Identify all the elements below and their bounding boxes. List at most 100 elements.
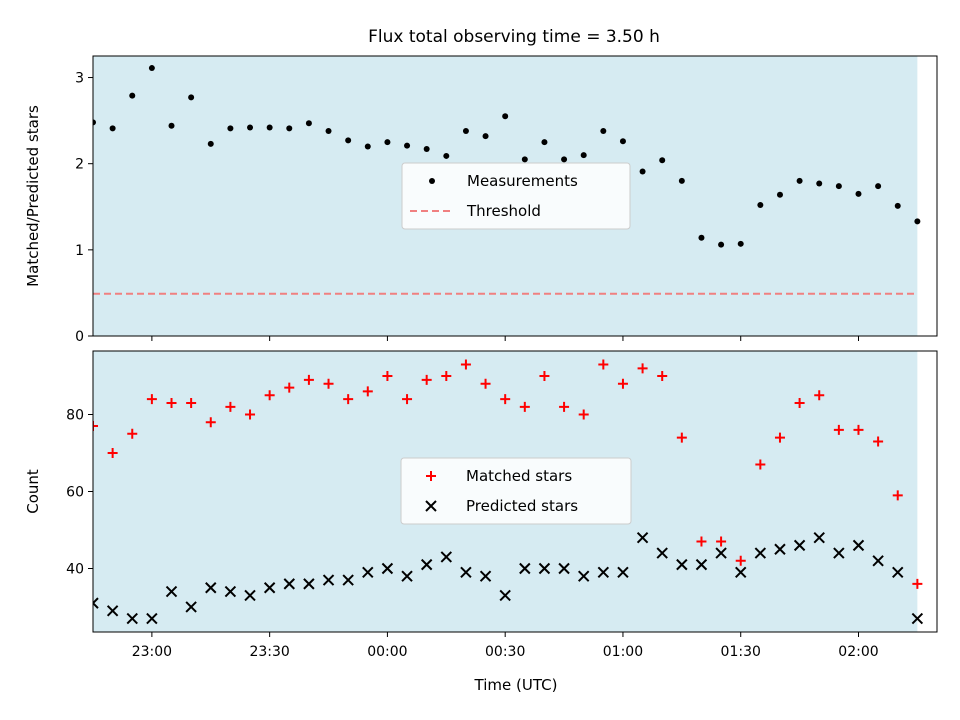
predicted-star-point — [205, 582, 217, 594]
measurement-point — [875, 183, 882, 190]
measurement-point — [482, 133, 489, 140]
x-axis-label: Time (UTC) — [474, 676, 558, 694]
matched-star-point — [657, 371, 668, 382]
legend-swatch-predicted — [425, 500, 437, 512]
matched-star-point — [166, 397, 177, 408]
matched-star-point — [284, 382, 295, 393]
predicted-star-point — [185, 601, 197, 613]
measurement-point — [207, 140, 214, 147]
predicted-star-point — [362, 566, 374, 579]
matched-star-point — [853, 424, 864, 435]
measurement-point — [227, 125, 234, 132]
x-tick-label: 00:30 — [485, 644, 525, 660]
predicted-star-point — [165, 585, 178, 598]
measurement-point — [384, 139, 391, 146]
predicted-star-point — [224, 585, 237, 598]
measurement-point — [93, 119, 96, 126]
predicted-star-point — [617, 566, 629, 579]
predicted-star-point — [676, 558, 688, 571]
measurement-point — [894, 202, 901, 209]
matched-star-point — [107, 448, 118, 459]
predicted-star-point — [263, 582, 276, 594]
legend-label: Predicted stars — [466, 497, 578, 515]
legend-label: Matched stars — [466, 467, 572, 485]
matched-star-point — [146, 394, 157, 405]
predicted-star-point — [519, 562, 531, 575]
predicted-star-point — [303, 578, 315, 590]
predicted-star-point — [774, 543, 786, 555]
matched-star-point — [303, 374, 314, 385]
matched-star-point — [323, 378, 334, 389]
predicted-star-point — [322, 574, 335, 586]
matched-star-point — [460, 359, 471, 370]
matched-star-point — [833, 424, 844, 435]
measurement-point — [404, 142, 411, 149]
y-axis-label: Count — [24, 469, 42, 514]
predicted-star-point — [597, 566, 610, 579]
measurement-point — [129, 92, 136, 99]
y-tick-label: 40 — [66, 561, 84, 577]
predicted-star-point — [342, 574, 354, 586]
measurement-point — [286, 125, 293, 132]
predicted-star-point — [872, 555, 884, 567]
predicted-star-point — [499, 589, 511, 602]
predicted-star-point — [460, 566, 472, 579]
x-tick-label: 01:30 — [721, 644, 761, 660]
predicted-star-point — [735, 566, 747, 579]
predicted-star-point — [420, 558, 433, 571]
predicted-star-point — [892, 566, 904, 579]
predicted-star-point — [793, 539, 806, 552]
measurement-point — [855, 190, 862, 197]
matched-star-point — [402, 394, 413, 405]
measurement-point — [639, 168, 646, 175]
predicted-star-point — [715, 547, 727, 559]
measurement-point — [188, 94, 195, 101]
y-tick-label: 60 — [66, 485, 84, 501]
measurement-point — [561, 156, 568, 163]
measurement-point — [737, 240, 744, 247]
predicted-star-point — [440, 551, 453, 563]
matched-star-point — [519, 401, 530, 412]
measurement-point — [462, 127, 469, 134]
legend: Matched stars Predicted stars — [400, 457, 632, 525]
measurement-point — [776, 191, 783, 198]
predicted-star-point — [283, 578, 295, 590]
predicted-star-point — [244, 589, 256, 602]
measurement-point — [698, 234, 705, 241]
predicted-star-point — [636, 531, 649, 544]
y-tick-label: 80 — [66, 408, 84, 424]
matched-star-point — [578, 409, 589, 420]
predicted-star-point — [558, 562, 570, 575]
measurement-point — [305, 120, 312, 127]
matched-star-point — [500, 394, 511, 405]
axes-frame — [92, 55, 938, 337]
matched-star-point — [755, 459, 766, 470]
y-tick-label: 0 — [75, 329, 84, 345]
legend-swatch-measurements — [429, 178, 435, 184]
matched-star-point — [382, 371, 393, 382]
matched-star-point — [559, 401, 570, 412]
legend-label: Threshold — [466, 202, 541, 220]
measurement-point — [148, 65, 155, 72]
measurement-point — [266, 124, 273, 131]
y-tick-label: 2 — [75, 157, 84, 173]
x-tick-label: 23:00 — [132, 644, 172, 660]
predicted-star-point — [93, 597, 99, 609]
matched-star-point — [362, 386, 373, 397]
legend-box — [400, 457, 632, 525]
measurement-point — [521, 156, 528, 163]
predicted-star-point — [401, 570, 413, 582]
chart-title: Flux total observing time = 3.50 h — [368, 27, 660, 47]
predicted-star-point — [852, 539, 865, 552]
measurement-point — [443, 152, 450, 159]
measurement-point — [502, 113, 509, 120]
matched-star-point — [814, 390, 825, 401]
matched-star-point — [186, 397, 197, 408]
measurement-point — [580, 152, 587, 159]
matched-star-point — [480, 378, 491, 389]
measurement-point — [423, 146, 430, 153]
measurement-point — [757, 202, 764, 209]
matched-star-point — [617, 378, 628, 389]
x-tick-label: 02:00 — [838, 644, 878, 660]
